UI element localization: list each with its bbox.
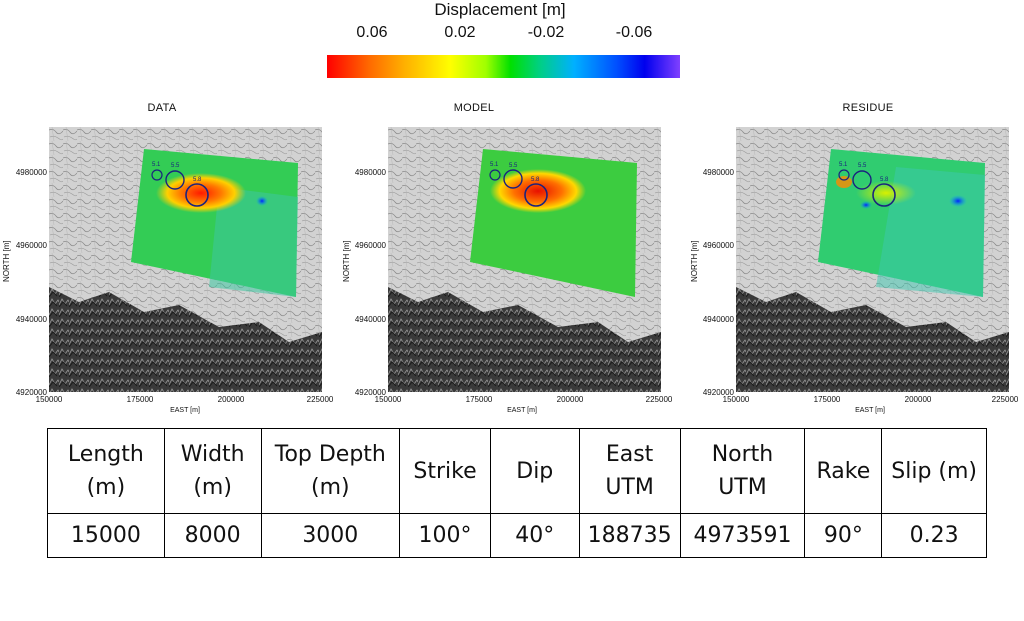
x-axis-label: EAST [m]: [170, 407, 200, 414]
epicenter-circle: [151, 169, 163, 181]
table-cell: 3000: [260, 513, 401, 558]
map-residue: 5.1 5.5 5.8: [736, 127, 1009, 392]
table-header-cell: Dip: [489, 428, 580, 514]
colorbar-tick: -0.02: [527, 24, 565, 41]
table-cell: 0.23: [881, 513, 987, 558]
panel-title-residue: RESIDUE: [842, 102, 894, 114]
x-axis-label: EAST [m]: [855, 407, 885, 414]
table-header-cell: Length (m): [47, 428, 165, 514]
map-data: 5.1 5.5 5.8: [49, 127, 322, 392]
x-tick: 225000: [991, 395, 1019, 404]
table-header-cell: East UTM: [578, 428, 681, 514]
x-tick: 200000: [904, 395, 932, 404]
x-tick: 200000: [217, 395, 245, 404]
table-header-cell: North UTM: [679, 428, 806, 514]
epicenter-circle: [872, 183, 896, 207]
colorbar-ticks: 0.06 0.02 -0.02 -0.06: [0, 24, 1024, 44]
circle-label: 5.1: [839, 162, 848, 168]
circle-label: 5.5: [509, 163, 518, 169]
y-tick: 4980000: [702, 168, 734, 177]
table-cell: 4973591: [679, 513, 806, 558]
y-tick: 4920000: [15, 388, 47, 397]
epicenter-circle: [838, 169, 850, 181]
x-tick: 150000: [374, 395, 402, 404]
epicenter-circle: [852, 170, 872, 190]
y-tick: 4960000: [702, 241, 734, 250]
map-model: 5.1 5.5 5.8: [388, 127, 661, 392]
table-header-row: Length (m) Width (m) Top Depth (m) Strik…: [47, 428, 987, 514]
table-cell: 40°: [489, 513, 580, 558]
circle-label: 5.5: [858, 163, 867, 169]
circle-label: 5.1: [490, 162, 499, 168]
fault-parameters-table: Length (m) Width (m) Top Depth (m) Strik…: [47, 428, 987, 558]
panel-title-model: MODEL: [453, 102, 495, 114]
table-cell: 90°: [804, 513, 883, 558]
y-tick: 4940000: [702, 315, 734, 324]
colorbar-tick: 0.06: [356, 24, 388, 41]
colorbar: [327, 55, 680, 78]
circle-label: 5.8: [531, 177, 540, 183]
x-tick: 175000: [813, 395, 841, 404]
circle-label: 5.1: [152, 162, 161, 168]
x-tick: 225000: [306, 395, 334, 404]
y-tick: 4940000: [354, 315, 386, 324]
table-header-cell: Width (m): [163, 428, 262, 514]
circle-label: 5.8: [193, 177, 202, 183]
colorbar-tick: 0.02: [444, 24, 476, 41]
table-cell: 8000: [163, 513, 262, 558]
y-tick: 4960000: [354, 241, 386, 250]
x-tick: 200000: [556, 395, 584, 404]
colorbar-tick: -0.06: [615, 24, 653, 41]
table-header-cell: Strike: [399, 428, 491, 514]
colorbar-title: Displacement [m]: [434, 0, 566, 19]
epicenter-circle: [503, 169, 523, 189]
y-tick: 4980000: [15, 168, 47, 177]
table-header-cell: Slip (m): [881, 428, 987, 514]
x-tick: 175000: [465, 395, 493, 404]
epicenter-circle: [165, 170, 185, 190]
x-tick: 225000: [645, 395, 673, 404]
table-header-cell: Top Depth (m): [260, 428, 401, 514]
y-tick: 4940000: [15, 315, 47, 324]
x-tick: 150000: [722, 395, 750, 404]
circle-label: 5.8: [880, 177, 889, 183]
y-tick: 4920000: [702, 388, 734, 397]
table-cell: 15000: [47, 513, 165, 558]
epicenter-circle: [185, 183, 209, 207]
table-cell: 188735: [578, 513, 681, 558]
x-tick: 150000: [35, 395, 63, 404]
panel-title-data: DATA: [147, 102, 177, 114]
x-axis-label: EAST [m]: [507, 407, 537, 414]
x-tick: 175000: [126, 395, 154, 404]
epicenter-circle: [524, 183, 548, 207]
y-tick: 4980000: [354, 168, 386, 177]
circle-label: 5.5: [171, 163, 180, 169]
y-tick: 4960000: [15, 241, 47, 250]
table-header-cell: Rake: [804, 428, 883, 514]
table-row: 15000 8000 3000 100° 40° 188735 4973591 …: [47, 513, 987, 558]
epicenter-circle: [489, 169, 501, 181]
y-tick: 4920000: [354, 388, 386, 397]
table-cell: 100°: [399, 513, 491, 558]
